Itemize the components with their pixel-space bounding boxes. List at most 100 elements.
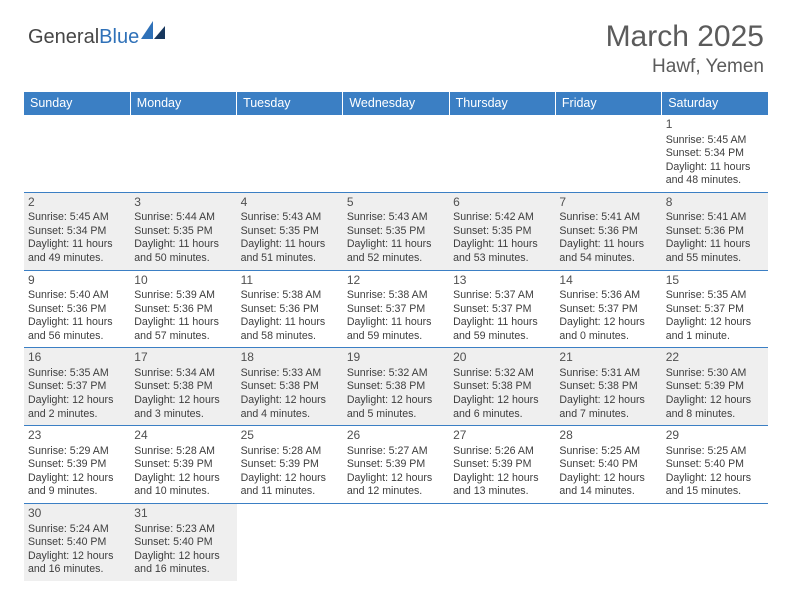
- day-sunset: Sunset: 5:38 PM: [241, 380, 339, 394]
- day-sunrise: Sunrise: 5:25 AM: [559, 445, 657, 459]
- calendar-cell: 24Sunrise: 5:28 AMSunset: 5:39 PMDayligh…: [130, 426, 236, 504]
- day-sunset: Sunset: 5:40 PM: [134, 536, 232, 550]
- day-sunset: Sunset: 5:34 PM: [28, 225, 126, 239]
- calendar-cell: 6Sunrise: 5:42 AMSunset: 5:35 PMDaylight…: [449, 192, 555, 270]
- weekday-header: Monday: [130, 92, 236, 115]
- day-sunrise: Sunrise: 5:31 AM: [559, 367, 657, 381]
- day-number: 30: [28, 506, 126, 522]
- day-daylight: Daylight: 12 hours and 5 minutes.: [347, 394, 445, 421]
- day-sunset: Sunset: 5:36 PM: [559, 225, 657, 239]
- day-number: 18: [241, 350, 339, 366]
- day-number: 12: [347, 273, 445, 289]
- day-daylight: Daylight: 11 hours and 50 minutes.: [134, 238, 232, 265]
- day-daylight: Daylight: 12 hours and 15 minutes.: [666, 472, 764, 499]
- day-daylight: Daylight: 11 hours and 59 minutes.: [347, 316, 445, 343]
- day-sunset: Sunset: 5:35 PM: [453, 225, 551, 239]
- day-number: 10: [134, 273, 232, 289]
- day-sunrise: Sunrise: 5:32 AM: [347, 367, 445, 381]
- day-daylight: Daylight: 11 hours and 52 minutes.: [347, 238, 445, 265]
- calendar-cell: 3Sunrise: 5:44 AMSunset: 5:35 PMDaylight…: [130, 192, 236, 270]
- day-sunset: Sunset: 5:37 PM: [666, 303, 764, 317]
- day-number: 29: [666, 428, 764, 444]
- calendar-cell-blank: [449, 503, 555, 580]
- day-number: 24: [134, 428, 232, 444]
- calendar-cell: 20Sunrise: 5:32 AMSunset: 5:38 PMDayligh…: [449, 348, 555, 426]
- calendar-cell: 27Sunrise: 5:26 AMSunset: 5:39 PMDayligh…: [449, 426, 555, 504]
- calendar-cell: 29Sunrise: 5:25 AMSunset: 5:40 PMDayligh…: [662, 426, 768, 504]
- day-sunrise: Sunrise: 5:34 AM: [134, 367, 232, 381]
- calendar-cell: 23Sunrise: 5:29 AMSunset: 5:39 PMDayligh…: [24, 426, 130, 504]
- day-daylight: Daylight: 11 hours and 51 minutes.: [241, 238, 339, 265]
- day-number: 22: [666, 350, 764, 366]
- day-daylight: Daylight: 12 hours and 8 minutes.: [666, 394, 764, 421]
- day-sunset: Sunset: 5:37 PM: [347, 303, 445, 317]
- day-number: 20: [453, 350, 551, 366]
- day-number: 21: [559, 350, 657, 366]
- day-number: 5: [347, 195, 445, 211]
- day-number: 15: [666, 273, 764, 289]
- day-number: 19: [347, 350, 445, 366]
- day-sunset: Sunset: 5:36 PM: [28, 303, 126, 317]
- day-sunset: Sunset: 5:34 PM: [666, 147, 764, 161]
- day-sunrise: Sunrise: 5:38 AM: [347, 289, 445, 303]
- calendar-cell: 9Sunrise: 5:40 AMSunset: 5:36 PMDaylight…: [24, 270, 130, 348]
- day-sunset: Sunset: 5:37 PM: [559, 303, 657, 317]
- day-sunset: Sunset: 5:38 PM: [134, 380, 232, 394]
- day-number: 6: [453, 195, 551, 211]
- day-sunrise: Sunrise: 5:45 AM: [28, 211, 126, 225]
- logo-text: GeneralBlue: [28, 26, 139, 49]
- calendar-cell-blank: [343, 115, 449, 192]
- day-daylight: Daylight: 12 hours and 4 minutes.: [241, 394, 339, 421]
- day-daylight: Daylight: 12 hours and 9 minutes.: [28, 472, 126, 499]
- day-sunrise: Sunrise: 5:24 AM: [28, 523, 126, 537]
- calendar-cell-blank: [237, 503, 343, 580]
- day-sunrise: Sunrise: 5:23 AM: [134, 523, 232, 537]
- weekday-header: Saturday: [662, 92, 768, 115]
- logo-word-general: General: [28, 26, 99, 48]
- day-sunset: Sunset: 5:36 PM: [134, 303, 232, 317]
- calendar-cell: 30Sunrise: 5:24 AMSunset: 5:40 PMDayligh…: [24, 503, 130, 580]
- day-daylight: Daylight: 11 hours and 57 minutes.: [134, 316, 232, 343]
- day-sunrise: Sunrise: 5:25 AM: [666, 445, 764, 459]
- day-sunrise: Sunrise: 5:41 AM: [559, 211, 657, 225]
- day-daylight: Daylight: 12 hours and 16 minutes.: [134, 550, 232, 577]
- calendar-cell: 17Sunrise: 5:34 AMSunset: 5:38 PMDayligh…: [130, 348, 236, 426]
- calendar-cell: 2Sunrise: 5:45 AMSunset: 5:34 PMDaylight…: [24, 192, 130, 270]
- day-number: 27: [453, 428, 551, 444]
- day-number: 4: [241, 195, 339, 211]
- weekday-header-row: SundayMondayTuesdayWednesdayThursdayFrid…: [24, 92, 768, 115]
- day-sunrise: Sunrise: 5:27 AM: [347, 445, 445, 459]
- day-number: 28: [559, 428, 657, 444]
- day-sunset: Sunset: 5:36 PM: [666, 225, 764, 239]
- calendar-cell: 31Sunrise: 5:23 AMSunset: 5:40 PMDayligh…: [130, 503, 236, 580]
- calendar-cell: 14Sunrise: 5:36 AMSunset: 5:37 PMDayligh…: [555, 270, 661, 348]
- day-daylight: Daylight: 12 hours and 16 minutes.: [28, 550, 126, 577]
- day-number: 8: [666, 195, 764, 211]
- calendar-cell-blank: [555, 503, 661, 580]
- day-daylight: Daylight: 11 hours and 59 minutes.: [453, 316, 551, 343]
- weekday-header: Friday: [555, 92, 661, 115]
- day-sunrise: Sunrise: 5:26 AM: [453, 445, 551, 459]
- day-sunset: Sunset: 5:39 PM: [241, 458, 339, 472]
- day-sunrise: Sunrise: 5:29 AM: [28, 445, 126, 459]
- day-sunrise: Sunrise: 5:33 AM: [241, 367, 339, 381]
- calendar-cell: 26Sunrise: 5:27 AMSunset: 5:39 PMDayligh…: [343, 426, 449, 504]
- day-sunset: Sunset: 5:35 PM: [134, 225, 232, 239]
- calendar-week-row: 16Sunrise: 5:35 AMSunset: 5:37 PMDayligh…: [24, 348, 768, 426]
- day-sunrise: Sunrise: 5:28 AM: [241, 445, 339, 459]
- day-sunset: Sunset: 5:39 PM: [134, 458, 232, 472]
- calendar-cell: 11Sunrise: 5:38 AMSunset: 5:36 PMDayligh…: [237, 270, 343, 348]
- day-number: 31: [134, 506, 232, 522]
- calendar-cell-blank: [130, 115, 236, 192]
- day-number: 11: [241, 273, 339, 289]
- day-daylight: Daylight: 11 hours and 55 minutes.: [666, 238, 764, 265]
- logo-word-blue: Blue: [99, 26, 139, 48]
- weekday-header: Wednesday: [343, 92, 449, 115]
- calendar-cell: 15Sunrise: 5:35 AMSunset: 5:37 PMDayligh…: [662, 270, 768, 348]
- day-daylight: Daylight: 12 hours and 13 minutes.: [453, 472, 551, 499]
- day-sunrise: Sunrise: 5:43 AM: [347, 211, 445, 225]
- day-sunset: Sunset: 5:40 PM: [559, 458, 657, 472]
- calendar-cell: 22Sunrise: 5:30 AMSunset: 5:39 PMDayligh…: [662, 348, 768, 426]
- day-sunrise: Sunrise: 5:41 AM: [666, 211, 764, 225]
- day-sunrise: Sunrise: 5:32 AM: [453, 367, 551, 381]
